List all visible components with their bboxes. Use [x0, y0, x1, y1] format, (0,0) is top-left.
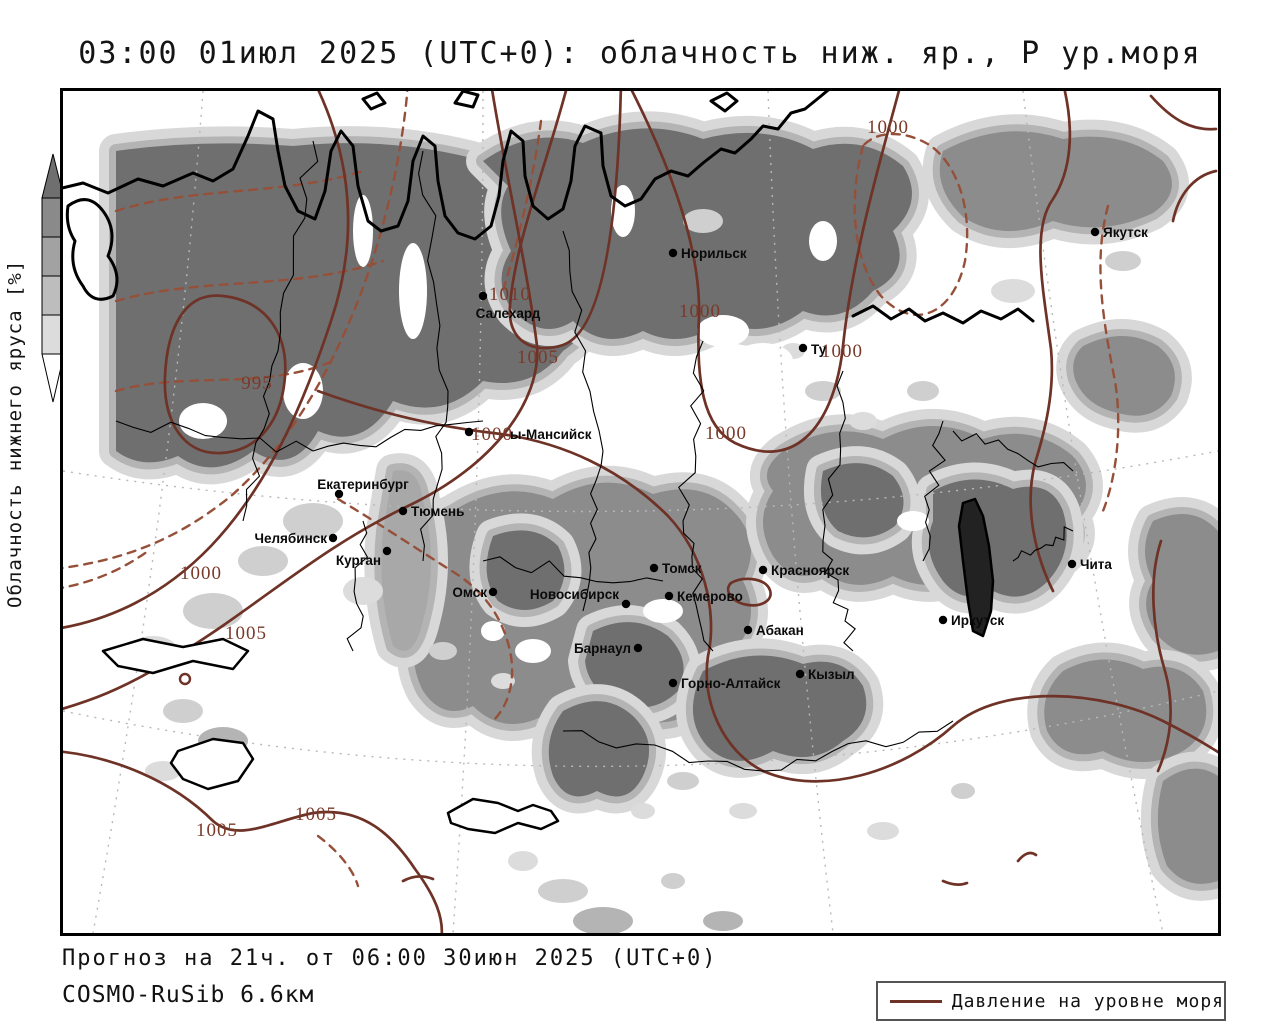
pressure-contour-label: 1010 — [489, 284, 531, 305]
city-label: Горно-Алтайск — [681, 676, 781, 691]
city-dot — [649, 563, 659, 573]
pressure-legend: Давление на уровне моря — [876, 981, 1226, 1021]
pressure-contour-label: 1005 — [196, 820, 238, 841]
pressure-contour-label: 1000 — [679, 301, 721, 322]
city-dot — [758, 565, 768, 575]
city-dot — [328, 533, 338, 543]
pressure-contour-label: 1005 — [295, 804, 337, 825]
city-label: Абакан — [756, 623, 804, 638]
model-info-line: COSMO-RuSib 6.6км — [62, 982, 315, 1008]
forecast-map: 995 1000 1005 1010 1005 1000 1000 1000 1000 1000 1… — [53, 81, 1235, 943]
pressure-legend-line-sample — [890, 999, 942, 1003]
city-dot — [668, 678, 678, 688]
pressure-labels-layer: 995 1000 1005 1010 1005 1000 1000 1000 1000 1000 1… — [180, 117, 909, 841]
city-dot — [1090, 227, 1100, 237]
city-dot — [621, 599, 631, 609]
city-markers-layer: Норильск Якутск Салехард Ту ы-Мансийск Екатер… — [254, 225, 1148, 691]
pressure-legend-label: Давление на уровне моря — [951, 990, 1224, 1012]
city-dot — [938, 615, 948, 625]
dashed-isobar-layer — [53, 81, 1120, 888]
city-dot — [398, 506, 408, 516]
pressure-contour-label: 1000 — [705, 423, 747, 444]
pressure-contour-label: 1000 — [867, 117, 909, 138]
city-label: Норильск — [681, 246, 747, 261]
city-label: ы-Мансийск — [510, 427, 592, 442]
city-dot — [743, 625, 753, 635]
city-dot — [633, 643, 643, 653]
city-label: Салехард — [476, 306, 541, 321]
pressure-contour-label: 1005 — [517, 347, 559, 368]
city-label: Кызыл — [808, 667, 855, 682]
city-label: Ту — [811, 342, 827, 357]
city-label: Иркутск — [951, 613, 1004, 628]
city-label: Кемерово — [677, 589, 743, 604]
city-dot — [464, 427, 474, 437]
city-label: Екатеринбург — [317, 477, 409, 492]
city-dot — [478, 291, 488, 301]
pressure-contour-label: 995 — [241, 373, 273, 394]
city-dot — [1067, 559, 1077, 569]
city-label: Барнаул — [574, 641, 631, 656]
city-label: Омск — [452, 585, 487, 600]
lakes-layer — [101, 497, 995, 835]
cloud-shading-layer — [99, 111, 1235, 935]
forecast-info-line: Прогноз на 21ч. от 06:00 30июн 2025 (UTC… — [62, 946, 718, 971]
city-label: Красноярск — [771, 563, 849, 578]
coastline-layer — [56, 84, 1035, 325]
city-label: Якутск — [1103, 225, 1148, 240]
city-dot — [334, 489, 344, 499]
pressure-contour-label: 1000 — [821, 341, 863, 362]
city-dot — [382, 546, 392, 556]
city-label: Новосибирск — [530, 587, 619, 602]
city-label: Челябинск — [254, 531, 327, 546]
city-dot — [488, 587, 498, 597]
pressure-contour-label: 1005 — [225, 623, 267, 644]
city-label: Курган — [336, 553, 381, 568]
city-dot — [668, 248, 678, 258]
city-label: Томск — [662, 561, 702, 576]
city-dot — [798, 343, 808, 353]
city-dot — [795, 669, 805, 679]
cloud-holes-layer — [179, 185, 929, 663]
pressure-contour-label: 1000 — [471, 424, 513, 445]
city-dot — [664, 591, 674, 601]
city-label: Чита — [1080, 557, 1112, 572]
admin-borders-layer — [115, 140, 1074, 772]
pressure-contour-label: 1000 — [180, 563, 222, 584]
page-title: 03:00 01июл 2025 (UTC+0): облачность ниж… — [78, 36, 1202, 71]
colorbar-axis-label: Облачность нижнего яруса [%] — [4, 259, 26, 608]
city-label: Тюмень — [411, 504, 464, 519]
